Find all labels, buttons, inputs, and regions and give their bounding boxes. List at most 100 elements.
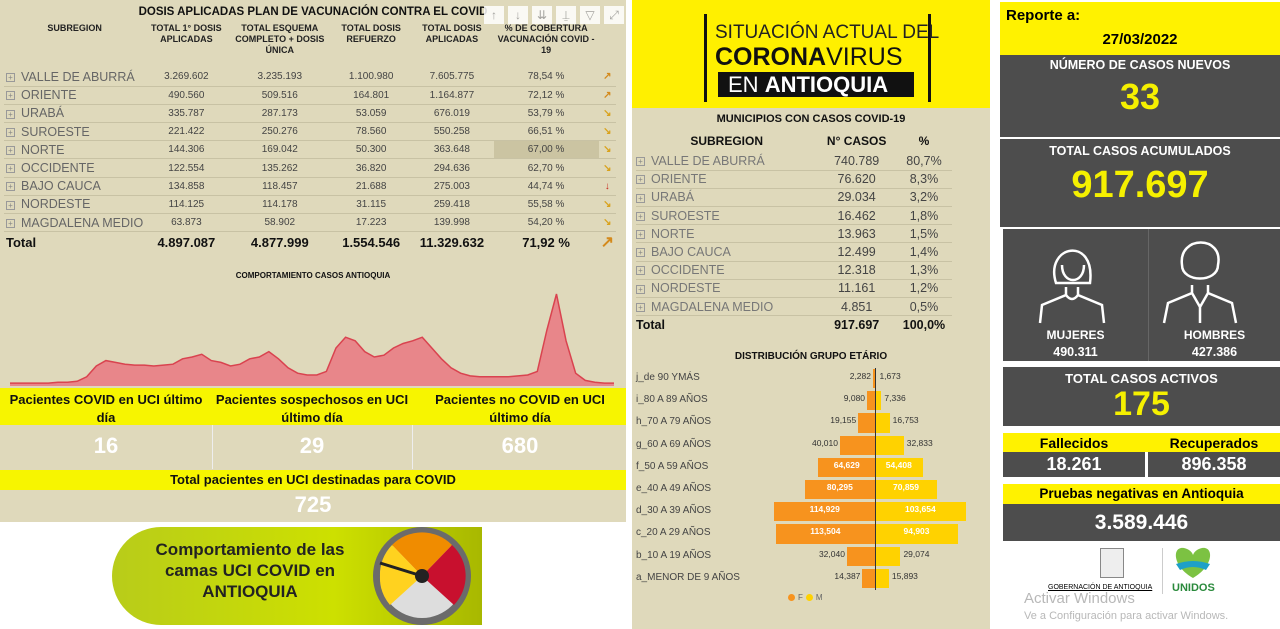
column-header[interactable]: %: [918, 134, 930, 148]
table-row[interactable]: + NORDESTE 114.125 114.178 31.115 259.418 55,5…: [4, 195, 616, 215]
male-bar[interactable]: [875, 524, 959, 544]
table-row[interactable]: + URABÁ 335.787 287.173 53.059 676.019 53,79 %…: [4, 104, 616, 124]
female-bar[interactable]: [858, 413, 875, 433]
female-bar[interactable]: [846, 546, 875, 566]
female-bar[interactable]: [804, 480, 875, 500]
subregion-label: NORDESTE: [21, 197, 91, 212]
age-category-label: d_30 A 39 AÑOS: [636, 505, 712, 517]
table-row[interactable]: + VALLE DE ABURRÁ 3.269.602 3.235.193 1.100.…: [4, 68, 616, 87]
subregion-label: SUROESTE: [651, 208, 720, 223]
column-header[interactable]: TOTAL DOSIS REFUERZO: [341, 23, 401, 44]
arrow-down-icon[interactable]: ↓: [508, 6, 528, 24]
female-bar[interactable]: [867, 391, 875, 411]
expand-icon[interactable]: +: [636, 211, 645, 221]
arrow-down-right-icon: ↘: [598, 195, 616, 215]
legend-f-dot: [788, 594, 795, 601]
column-header[interactable]: SUBREGION: [47, 23, 102, 33]
male-bar[interactable]: [875, 391, 882, 411]
table-row[interactable]: + ORIENTE 490.560 509.516 164.801 1.164.877 72…: [4, 86, 616, 105]
subregion-name: + VALLE DE ABURRÁ: [636, 152, 818, 171]
male-bar[interactable]: [875, 435, 904, 455]
table-row[interactable]: + BAJO CAUCA 134.858 118.457 21.688 275.003 44…: [4, 177, 616, 196]
table-row[interactable]: + MAGDALENA MEDIO 63.873 58.902 17.223 139.99…: [4, 213, 616, 233]
expand-icon[interactable]: +: [636, 302, 645, 312]
table-row[interactable]: + NORTE 144.306 169.042 50.300 363.648 67,00 %…: [4, 140, 616, 160]
uci-sospechosos-label: Pacientes sospechosos en UCI último día: [215, 392, 409, 425]
male-bar[interactable]: [875, 413, 890, 433]
expand-icon[interactable]: +: [6, 91, 15, 101]
filter-icon[interactable]: ▽: [580, 6, 600, 24]
expand-icon[interactable]: +: [6, 127, 15, 137]
expand-hierarchy-icon[interactable]: ⍊: [556, 6, 576, 24]
uci-beds-banner[interactable]: Comportamiento de las camas UCI COVID en…: [112, 527, 482, 625]
table-row[interactable]: + SUROESTE 16.462 1,8%: [636, 206, 952, 226]
female-bar[interactable]: [775, 524, 875, 544]
expand-icon[interactable]: +: [6, 218, 15, 228]
expand-icon[interactable]: +: [6, 200, 15, 210]
cell-value: 335.787: [145, 104, 228, 124]
subregion-label: URABÁ: [21, 106, 65, 121]
column-header[interactable]: SUBREGION: [690, 134, 764, 148]
expand-icon[interactable]: +: [636, 266, 645, 276]
column-header[interactable]: N° CASOS: [826, 134, 887, 148]
table-row[interactable]: + SUROESTE 221.422 250.276 78.560 550.258 66,5…: [4, 122, 616, 142]
subregion-label: BAJO CAUCA: [651, 245, 731, 260]
expand-icon[interactable]: +: [6, 146, 15, 156]
table-row[interactable]: + URABÁ 29.034 3,2%: [636, 188, 952, 208]
subregion-name: + SUROESTE: [4, 122, 146, 142]
double-arrow-down-icon[interactable]: ⇊: [532, 6, 552, 24]
expand-icon[interactable]: +: [636, 284, 645, 294]
recovered-value: 896.358: [1148, 452, 1280, 477]
column-header[interactable]: TOTAL DOSIS APLICADAS: [422, 23, 482, 44]
new-cases-value: 33: [1119, 76, 1161, 117]
header-en: EN: [728, 72, 765, 97]
cell-value: 509.516: [227, 86, 333, 105]
expand-icon[interactable]: +: [636, 175, 645, 185]
expand-icon[interactable]: +: [6, 73, 15, 83]
table-row[interactable]: + NORDESTE 11.161 1,2%: [636, 279, 952, 299]
expand-icon[interactable]: +: [6, 164, 15, 174]
column-header[interactable]: % DE COBERTURA VACUNACIÓN COVID - 19: [497, 23, 595, 55]
cell-value: 100,0%: [902, 318, 946, 333]
female-bar[interactable]: [774, 502, 875, 522]
table-row[interactable]: + BAJO CAUCA 12.499 1,4%: [636, 242, 952, 262]
arrow-down-right-icon: ↘: [598, 122, 616, 142]
expand-icon[interactable]: +: [6, 182, 15, 192]
focus-mode-icon[interactable]: ⤢: [604, 6, 624, 24]
male-bar[interactable]: [875, 457, 923, 477]
table-row[interactable]: + OCCIDENTE 12.318 1,3%: [636, 261, 952, 280]
expand-icon[interactable]: +: [6, 109, 15, 119]
subregion-label: MAGDALENA MEDIO: [21, 215, 144, 230]
female-bar[interactable]: [839, 435, 875, 455]
expand-icon[interactable]: +: [636, 248, 645, 258]
female-bar[interactable]: [818, 457, 875, 477]
cell-value: 78.560: [332, 122, 411, 142]
female-value-label: 9,080: [843, 393, 866, 404]
male-bar[interactable]: [875, 568, 889, 588]
table-row[interactable]: + MAGDALENA MEDIO 4.851 0,5%: [636, 297, 952, 317]
table-row[interactable]: + ORIENTE 76.620 8,3%: [636, 170, 952, 189]
male-bar[interactable]: [875, 546, 901, 566]
arrow-up-icon: ↗: [600, 234, 614, 252]
column-header[interactable]: TOTAL ESQUEMA COMPLETO + DOSIS ÚNICA: [235, 23, 325, 55]
expand-icon[interactable]: +: [636, 157, 645, 167]
female-bar[interactable]: [862, 568, 875, 588]
cell-value: 8,3%: [895, 170, 952, 189]
active-label: TOTAL CASOS ACTIVOS: [1065, 371, 1218, 386]
male-bar[interactable]: [875, 480, 937, 500]
table-row[interactable]: + VALLE DE ABURRÁ 740.789 80,7%: [636, 152, 952, 171]
arrow-up-icon[interactable]: ↑: [484, 6, 504, 24]
subregion-label: Total: [6, 234, 37, 250]
column-header[interactable]: TOTAL 1° DOSIS APLICADAS: [151, 23, 222, 44]
cell-value: 3.269.602: [145, 68, 228, 87]
subregion-name: + SUROESTE: [636, 206, 818, 226]
table-row[interactable]: + NORTE 13.963 1,5%: [636, 224, 952, 244]
expand-icon[interactable]: +: [636, 193, 645, 203]
cell-value: 1.554.546: [342, 234, 401, 250]
cell-value: 80,7%: [895, 152, 952, 171]
male-value-label: 70,859: [893, 482, 919, 492]
female-bar[interactable]: [873, 369, 875, 389]
male-bar[interactable]: [875, 502, 966, 522]
table-row[interactable]: + OCCIDENTE 122.554 135.262 36.820 294.636 62,…: [4, 158, 616, 178]
expand-icon[interactable]: +: [636, 230, 645, 240]
